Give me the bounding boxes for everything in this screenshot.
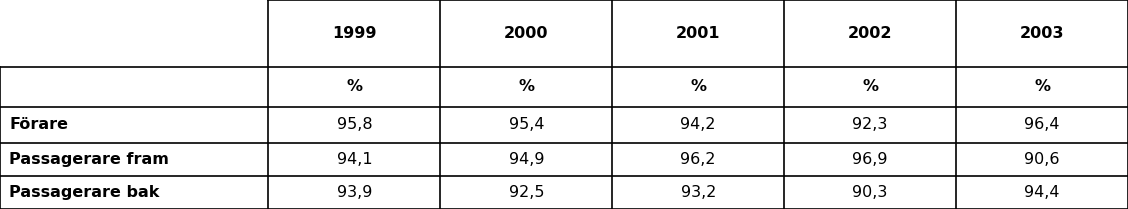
Text: 95,8: 95,8 <box>336 117 372 132</box>
Text: 95,4: 95,4 <box>509 117 544 132</box>
Text: 1999: 1999 <box>332 26 377 41</box>
Text: 93,9: 93,9 <box>337 185 372 200</box>
Text: 2001: 2001 <box>676 26 721 41</box>
Text: 90,3: 90,3 <box>853 185 888 200</box>
Text: 92,3: 92,3 <box>853 117 888 132</box>
Text: Förare: Förare <box>9 117 68 132</box>
Text: %: % <box>346 79 362 94</box>
Text: 96,2: 96,2 <box>680 152 716 167</box>
Text: 90,6: 90,6 <box>1024 152 1060 167</box>
Text: 96,4: 96,4 <box>1024 117 1060 132</box>
Text: 94,9: 94,9 <box>509 152 544 167</box>
Text: 94,1: 94,1 <box>336 152 372 167</box>
Text: %: % <box>519 79 535 94</box>
Text: Passagerare fram: Passagerare fram <box>9 152 169 167</box>
Text: 96,9: 96,9 <box>853 152 888 167</box>
Text: 94,4: 94,4 <box>1024 185 1060 200</box>
Text: 2003: 2003 <box>1020 26 1065 41</box>
Text: 2000: 2000 <box>504 26 548 41</box>
Text: Passagerare bak: Passagerare bak <box>9 185 159 200</box>
Text: 93,2: 93,2 <box>680 185 716 200</box>
Text: %: % <box>1034 79 1050 94</box>
Text: 92,5: 92,5 <box>509 185 544 200</box>
Text: 2002: 2002 <box>848 26 892 41</box>
Text: %: % <box>862 79 878 94</box>
Text: 94,2: 94,2 <box>680 117 716 132</box>
Text: %: % <box>690 79 706 94</box>
